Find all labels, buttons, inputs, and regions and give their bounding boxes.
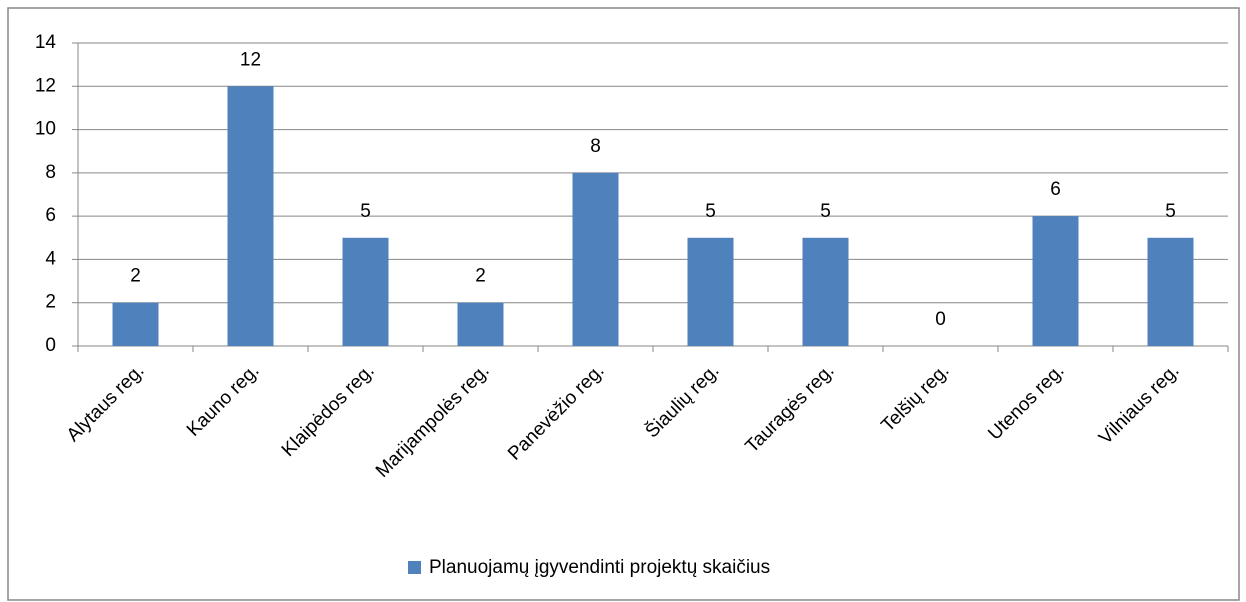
y-tick-label: 8 bbox=[45, 162, 56, 183]
bar bbox=[342, 237, 389, 346]
bar bbox=[227, 86, 274, 347]
bar bbox=[457, 302, 504, 346]
bar bbox=[112, 302, 159, 346]
data-label: 5 bbox=[820, 201, 831, 222]
y-tick-label: 4 bbox=[45, 248, 56, 269]
y-tick-label: 6 bbox=[45, 205, 56, 226]
data-label: 2 bbox=[130, 266, 141, 287]
y-tick-label: 10 bbox=[35, 119, 56, 140]
data-label: 2 bbox=[475, 266, 486, 287]
data-label: 8 bbox=[590, 136, 601, 157]
y-tick-label: 12 bbox=[35, 75, 56, 96]
y-tick-label: 0 bbox=[45, 335, 56, 356]
data-label: 6 bbox=[1050, 179, 1061, 200]
y-tick-label: 14 bbox=[35, 32, 57, 53]
legend-label: Planuojamų įgyvendinti projektų skaičius bbox=[429, 557, 770, 578]
data-label: 12 bbox=[240, 49, 261, 70]
data-label: 5 bbox=[705, 201, 716, 222]
bar bbox=[687, 237, 734, 346]
bar bbox=[1032, 216, 1079, 346]
data-label: 5 bbox=[360, 201, 371, 222]
bar bbox=[1147, 237, 1194, 346]
data-label: 0 bbox=[935, 309, 946, 330]
legend-marker bbox=[408, 561, 421, 574]
bar bbox=[802, 237, 849, 346]
bar bbox=[572, 172, 619, 346]
data-label: 5 bbox=[1165, 201, 1176, 222]
y-tick-label: 2 bbox=[45, 292, 56, 313]
